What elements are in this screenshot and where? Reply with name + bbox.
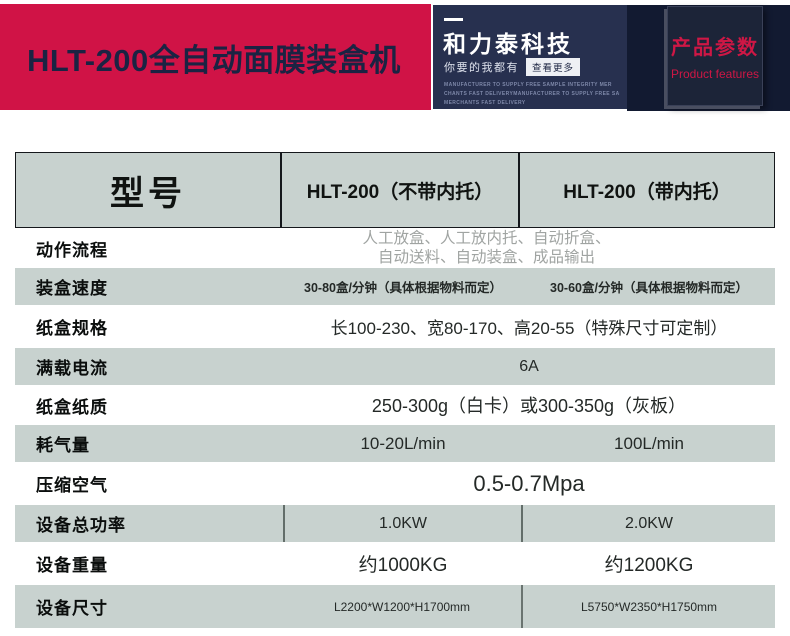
- row-label: 纸盒规格: [36, 319, 108, 338]
- row-value-1: 约1000KG: [358, 555, 448, 576]
- badge-subtitle: Product features: [670, 67, 760, 81]
- spec-table: 型号 HLT-200（不带内托） HLT-200（带内托） 动作流程 人工放盒、…: [15, 152, 775, 628]
- row-value-2: L5750*W2350*H1750mm: [580, 599, 718, 614]
- row-label: 设备总功率: [36, 516, 126, 535]
- row-value-2: 100L/min: [614, 433, 684, 453]
- product-title: HLT-200全自动面膜装盒机: [27, 42, 401, 78]
- row-label: 设备重量: [36, 556, 108, 575]
- spec-row-air-consumption: 耗气量 10-20L/min 100L/min: [15, 425, 775, 462]
- brand-tagline: 你要的我都有: [444, 62, 519, 74]
- row-value: 长100-230、宽80-170、高20-55（特殊尺寸可定制）: [330, 319, 728, 338]
- row-label: 满载电流: [36, 359, 108, 378]
- header-variant-1: HLT-200（不带内托）: [282, 153, 520, 227]
- brand-name: 和力泰科技: [443, 31, 573, 57]
- spec-row-packing-speed: 装盒速度 30-80盒/分钟（具体根据物料而定） 30-60盒/分钟（具体根据物…: [15, 268, 775, 305]
- spec-row-total-power: 设备总功率 1.0KW 2.0KW: [15, 505, 775, 542]
- fine-print-line: CHANTS FAST DELIVERYMANUFACTURER TO SUPP…: [444, 91, 620, 97]
- row-label: 设备尺寸: [36, 599, 108, 618]
- spec-row-carton-size: 纸盒规格 长100-230、宽80-170、高20-55（特殊尺寸可定制）: [15, 305, 775, 348]
- brand-tagline-row: 你要的我都有 查看更多: [444, 58, 581, 76]
- row-label: 压缩空气: [36, 476, 108, 495]
- spec-row-full-load-current: 满载电流 6A: [15, 348, 775, 385]
- row-value-1: 30-80盒/分钟（具体根据物料而定）: [304, 281, 502, 295]
- row-value: 人工放盒、人工放内托、自动折盒、 自动送料、自动装盒、成品输出: [283, 228, 775, 268]
- row-label: 纸盒纸质: [36, 397, 108, 417]
- spec-row-carton-material: 纸盒纸质 250-300g（白卡）或300-350g（灰板）: [15, 385, 775, 425]
- brand-fine-print: MANUFACTURER TO SUPPLY FREE SAMPLE INTEG…: [444, 81, 620, 108]
- product-title-banner: HLT-200全自动面膜装盒机: [0, 4, 431, 110]
- header-model-label: 型号: [16, 153, 282, 227]
- row-value-2: 约1200KG: [604, 555, 694, 576]
- brand-panel: 和力泰科技 你要的我都有 查看更多 MANUFACTURER TO SUPPLY…: [433, 5, 627, 109]
- spec-row-compressed-air: 压缩空气 0.5-0.7Mpa: [15, 462, 775, 505]
- row-label: 动作流程: [36, 240, 108, 260]
- spec-row-machine-weight: 设备重量 约1000KG 约1200KG: [15, 542, 775, 585]
- fine-print-line: MANUFACTURER TO SUPPLY FREE SAMPLE INTEG…: [444, 82, 612, 88]
- header-variant-2: HLT-200（带内托）: [563, 181, 731, 203]
- flow-line-1: 人工放盒、人工放内托、自动折盒、: [362, 230, 611, 247]
- table-header-row: 型号 HLT-200（不带内托） HLT-200（带内托）: [15, 152, 775, 228]
- row-value-1: L2200*W1200*H1700mm: [283, 585, 523, 628]
- row-label: 装盒速度: [36, 279, 108, 298]
- flow-line-2: 自动送料、自动装盒、成品输出: [377, 249, 595, 266]
- row-value-2: 2.0KW: [624, 514, 673, 532]
- badge-title: 产品参数: [671, 37, 759, 59]
- dash-icon: [444, 18, 463, 21]
- row-value-2: 30-60盒/分钟（具体根据物料而定）: [550, 281, 748, 295]
- row-value-1: 1.0KW: [283, 505, 523, 542]
- row-value-1: 10-20L/min: [360, 433, 446, 453]
- row-value: 0.5-0.7Mpa: [473, 470, 585, 496]
- see-more-button[interactable]: 查看更多: [526, 58, 581, 76]
- spec-row-machine-dimensions: 设备尺寸 L2200*W1200*H1700mm L5750*W2350*H17…: [15, 585, 775, 628]
- row-label: 耗气量: [36, 436, 90, 455]
- fine-print-line: MERCHANTS FAST DELIVERY: [444, 100, 526, 106]
- row-value: 6A: [519, 357, 539, 375]
- spec-row-action-flow: 动作流程 人工放盒、人工放内托、自动折盒、 自动送料、自动装盒、成品输出: [15, 228, 775, 268]
- product-features-badge: 产品参数 Product features: [667, 6, 763, 106]
- row-value: 250-300g（白卡）或300-350g（灰板）: [371, 396, 687, 416]
